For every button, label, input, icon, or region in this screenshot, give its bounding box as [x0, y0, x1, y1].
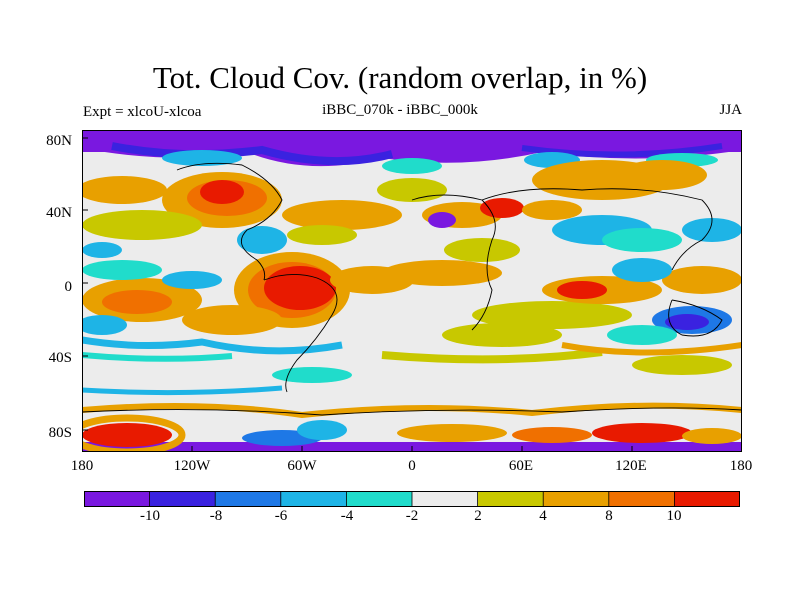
arctic-negative-region — [82, 130, 742, 174]
colorbar-label: 8 — [605, 508, 613, 524]
y-tick-label-equator: 0 — [64, 279, 73, 295]
colorbar-label: -2 — [405, 508, 419, 524]
colorbar-cell — [542, 491, 610, 507]
colorbar-label: -10 — [140, 508, 160, 524]
y-tick-label-40n: 40N — [46, 205, 72, 221]
x-tick-label-180e: 180 — [729, 458, 753, 474]
colorbar-cell — [280, 491, 348, 507]
colorbar-label: -8 — [209, 508, 223, 524]
y-tick-label-40s: 40S — [48, 350, 72, 366]
coastlines — [82, 162, 742, 416]
colorbar-label: 4 — [539, 508, 547, 524]
colorbar-cell — [149, 491, 217, 507]
axis-ticks — [82, 137, 633, 452]
x-tick-label-60w: 60W — [287, 458, 317, 474]
colorbar-label: -4 — [340, 508, 354, 524]
y-tick-label-80s: 80S — [48, 425, 72, 441]
x-tick-label-120e: 120E — [615, 458, 647, 474]
experiment-label: Expt = xlcoU-xlcoa — [83, 104, 202, 120]
cloud-cover-map — [82, 130, 742, 452]
colorbar-cell — [477, 491, 545, 507]
x-tick-label-180w: 180 — [70, 458, 94, 474]
colorbar — [84, 491, 740, 507]
comparison-label: iBBC_070k - iBBC_000k — [322, 102, 478, 118]
colorbar-cell — [608, 491, 676, 507]
x-tick-label-120w: 120W — [173, 458, 211, 474]
colorbar-label: 10 — [666, 508, 682, 524]
colorbar-cell — [674, 491, 740, 507]
colorbar-cell — [214, 491, 282, 507]
colorbar-cell — [84, 491, 151, 507]
y-tick-label-80n: 80N — [46, 133, 72, 149]
x-tick-label-60e: 60E — [508, 458, 534, 474]
x-tick-label-0: 0 — [408, 458, 416, 474]
colorbar-cell — [345, 491, 413, 507]
map-title: Tot. Cloud Cov. (random overlap, in %) — [152, 60, 648, 95]
season-label: JJA — [719, 102, 742, 118]
colorbar-cell — [411, 491, 479, 507]
colorbar-label: 2 — [474, 508, 482, 524]
tropical-region — [82, 238, 742, 345]
colorbar-label: -6 — [274, 508, 288, 524]
southern-midlatitude-region — [82, 323, 742, 383]
